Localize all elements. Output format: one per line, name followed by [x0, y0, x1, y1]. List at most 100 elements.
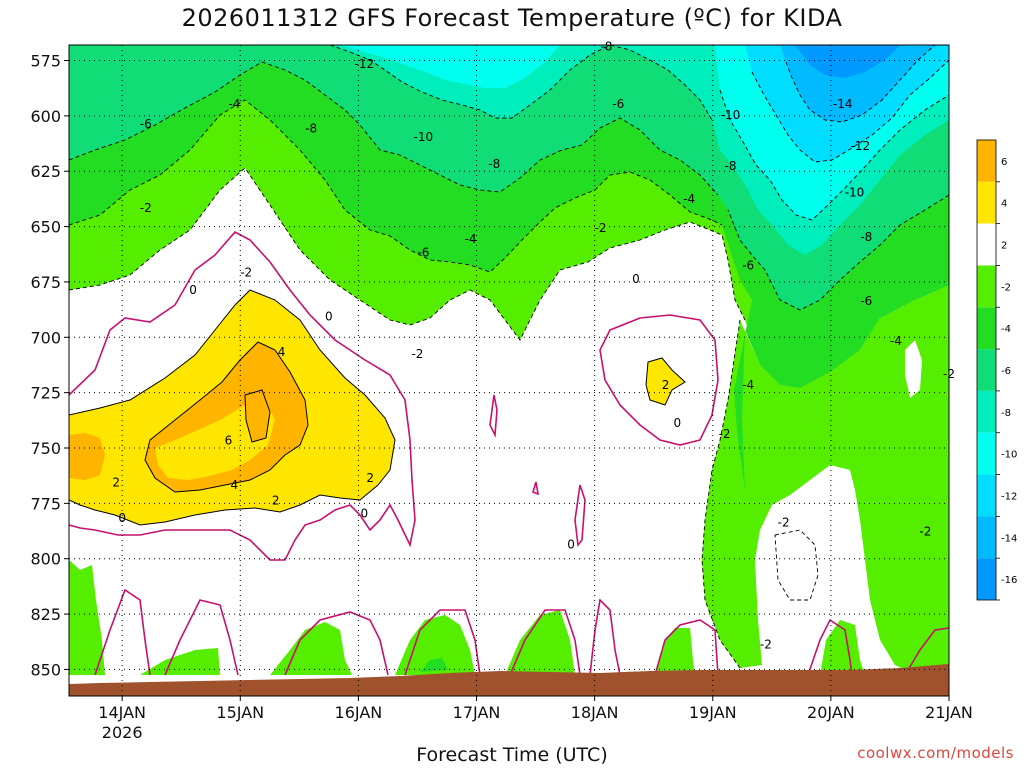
contour-label: 0	[567, 538, 575, 552]
x-tick-label: 21JAN	[925, 703, 973, 722]
contour-minus2-hole	[774, 529, 819, 601]
colorbar-label: 2	[1001, 241, 1007, 252]
contour-labels: -12 -8 -4 -6 -8 -10 -6 -10 -14 -12 -8 -8 -10 -4 -2 -2 -4…	[112, 39, 955, 651]
contour-label: -6	[417, 245, 429, 259]
contour-label: -12	[354, 57, 374, 71]
colorbar-swatch	[977, 223, 996, 266]
x-tick-label: 15JAN	[216, 703, 264, 722]
contour-label: 2	[272, 493, 280, 507]
contour-label: -2	[411, 347, 423, 361]
x-tick-label: 19JAN	[689, 703, 737, 722]
contour-label: -4	[228, 97, 240, 111]
band-minus2-low-3	[395, 615, 475, 675]
y-tick-label: 575	[30, 52, 61, 71]
plot-frame	[68, 44, 950, 697]
contour-6	[244, 389, 271, 443]
band-below-minus16	[795, 45, 900, 78]
band-minus12-cap-left	[340, 45, 560, 88]
contour-label: -8	[305, 121, 317, 135]
contour-label: -8	[600, 39, 612, 53]
x-axis-title: Forecast Time (UTC)	[416, 744, 608, 766]
white-hole-right	[775, 530, 818, 600]
colorbar-label: 4	[1001, 199, 1007, 210]
contour-label: -6	[140, 117, 152, 131]
colorbar-swatch	[977, 432, 996, 475]
contour-label: 0	[189, 283, 197, 297]
zero-isotherm-spike-1	[574, 484, 586, 547]
contour-label: 2	[366, 471, 374, 485]
contour-label: 6	[225, 434, 233, 448]
band-minus2-low-6	[820, 620, 865, 675]
y-axis: 575 600 625 650 675 700 725 750 775 800 825 850	[30, 52, 69, 679]
contour-label: -8	[488, 157, 500, 171]
x-tick-label: 18JAN	[571, 703, 619, 722]
colorbar-legend: 6 4 2 -2 -4 -6 -8 -10 -12 -14 -16	[976, 139, 1017, 601]
chart-title: 2026011312 GFS Forecast Temperature (ºC)…	[181, 4, 843, 32]
contour-label: -4	[465, 232, 477, 246]
ground-surface	[69, 664, 949, 696]
contour-minus12	[751, 59, 949, 163]
band-minus4-right-column	[734, 230, 949, 490]
y-tick-label: 850	[30, 660, 61, 679]
zero-isotherm-spike-3	[532, 481, 540, 496]
y-tick-label: 725	[30, 384, 61, 403]
zero-isotherm-low-1	[94, 588, 151, 676]
contour-label: 0	[325, 310, 333, 324]
zero-isotherm-low-3	[284, 611, 389, 676]
warm-blob-18jan	[646, 358, 685, 405]
x-tick-label: 14JAN	[98, 703, 146, 722]
contour-label: 0	[632, 272, 640, 286]
contour-label: -2	[595, 221, 607, 235]
band-minus2-low-4	[505, 610, 575, 675]
contour-label: -14	[833, 97, 853, 111]
contour-label: -4	[683, 192, 695, 206]
contour-label: -10	[414, 130, 434, 144]
contour-label: 2	[662, 378, 670, 392]
contour-label: -6	[742, 259, 754, 273]
colorbar-swatch	[977, 390, 996, 433]
y-tick-label: 675	[30, 273, 61, 292]
y-tick-label: 825	[30, 605, 61, 624]
colorbar-label: -8	[1001, 408, 1011, 419]
contour-minus14	[785, 45, 936, 123]
colorbar-swatch	[977, 181, 996, 224]
colorbar-label: -6	[1001, 366, 1011, 377]
colorbar-label: -4	[1001, 324, 1011, 335]
x-tick-label: 17JAN	[453, 703, 501, 722]
x-tick-year: 2026	[102, 723, 143, 742]
colorbar-frame	[976, 139, 997, 601]
zero-isotherm-low-8	[807, 618, 853, 676]
contour-minus8	[329, 45, 713, 121]
contour-label: -8	[724, 159, 736, 173]
credit-link[interactable]: coolwx.com/models	[857, 744, 1014, 762]
y-tick-label: 800	[30, 550, 61, 569]
contour-label: -4	[890, 334, 902, 348]
contour-label: 0	[118, 511, 126, 525]
colorbar-swatch	[977, 558, 996, 600]
contour-label: -6	[860, 294, 872, 308]
zero-isotherm-low-6	[589, 598, 621, 676]
white-hole-far-right	[905, 340, 922, 398]
zero-isotherm-main	[69, 230, 416, 561]
contour-label: 0	[360, 507, 368, 521]
colorbar-swatch	[977, 307, 996, 350]
contour-label: -2	[760, 637, 772, 651]
contour-label: -6	[612, 97, 624, 111]
zero-isotherm-low-9	[904, 627, 949, 676]
colorbar-label: -10	[1001, 450, 1017, 461]
colorbar-label: 6	[1001, 157, 1007, 168]
zero-isotherm-low-7	[654, 619, 719, 676]
contour-label: -2	[719, 427, 731, 441]
y-tick-label: 750	[30, 439, 61, 458]
zero-isotherm-low-5	[509, 609, 581, 676]
colorbar-label: -2	[1001, 282, 1011, 293]
colorbar-swatch	[977, 265, 996, 308]
colorbar-label: -16	[1001, 575, 1017, 586]
colorbar-swatch	[977, 474, 996, 517]
contour-4	[144, 341, 309, 493]
y-tick-label: 775	[30, 494, 61, 513]
contour-minus4	[69, 99, 723, 273]
colorbar-swatch	[977, 349, 996, 391]
